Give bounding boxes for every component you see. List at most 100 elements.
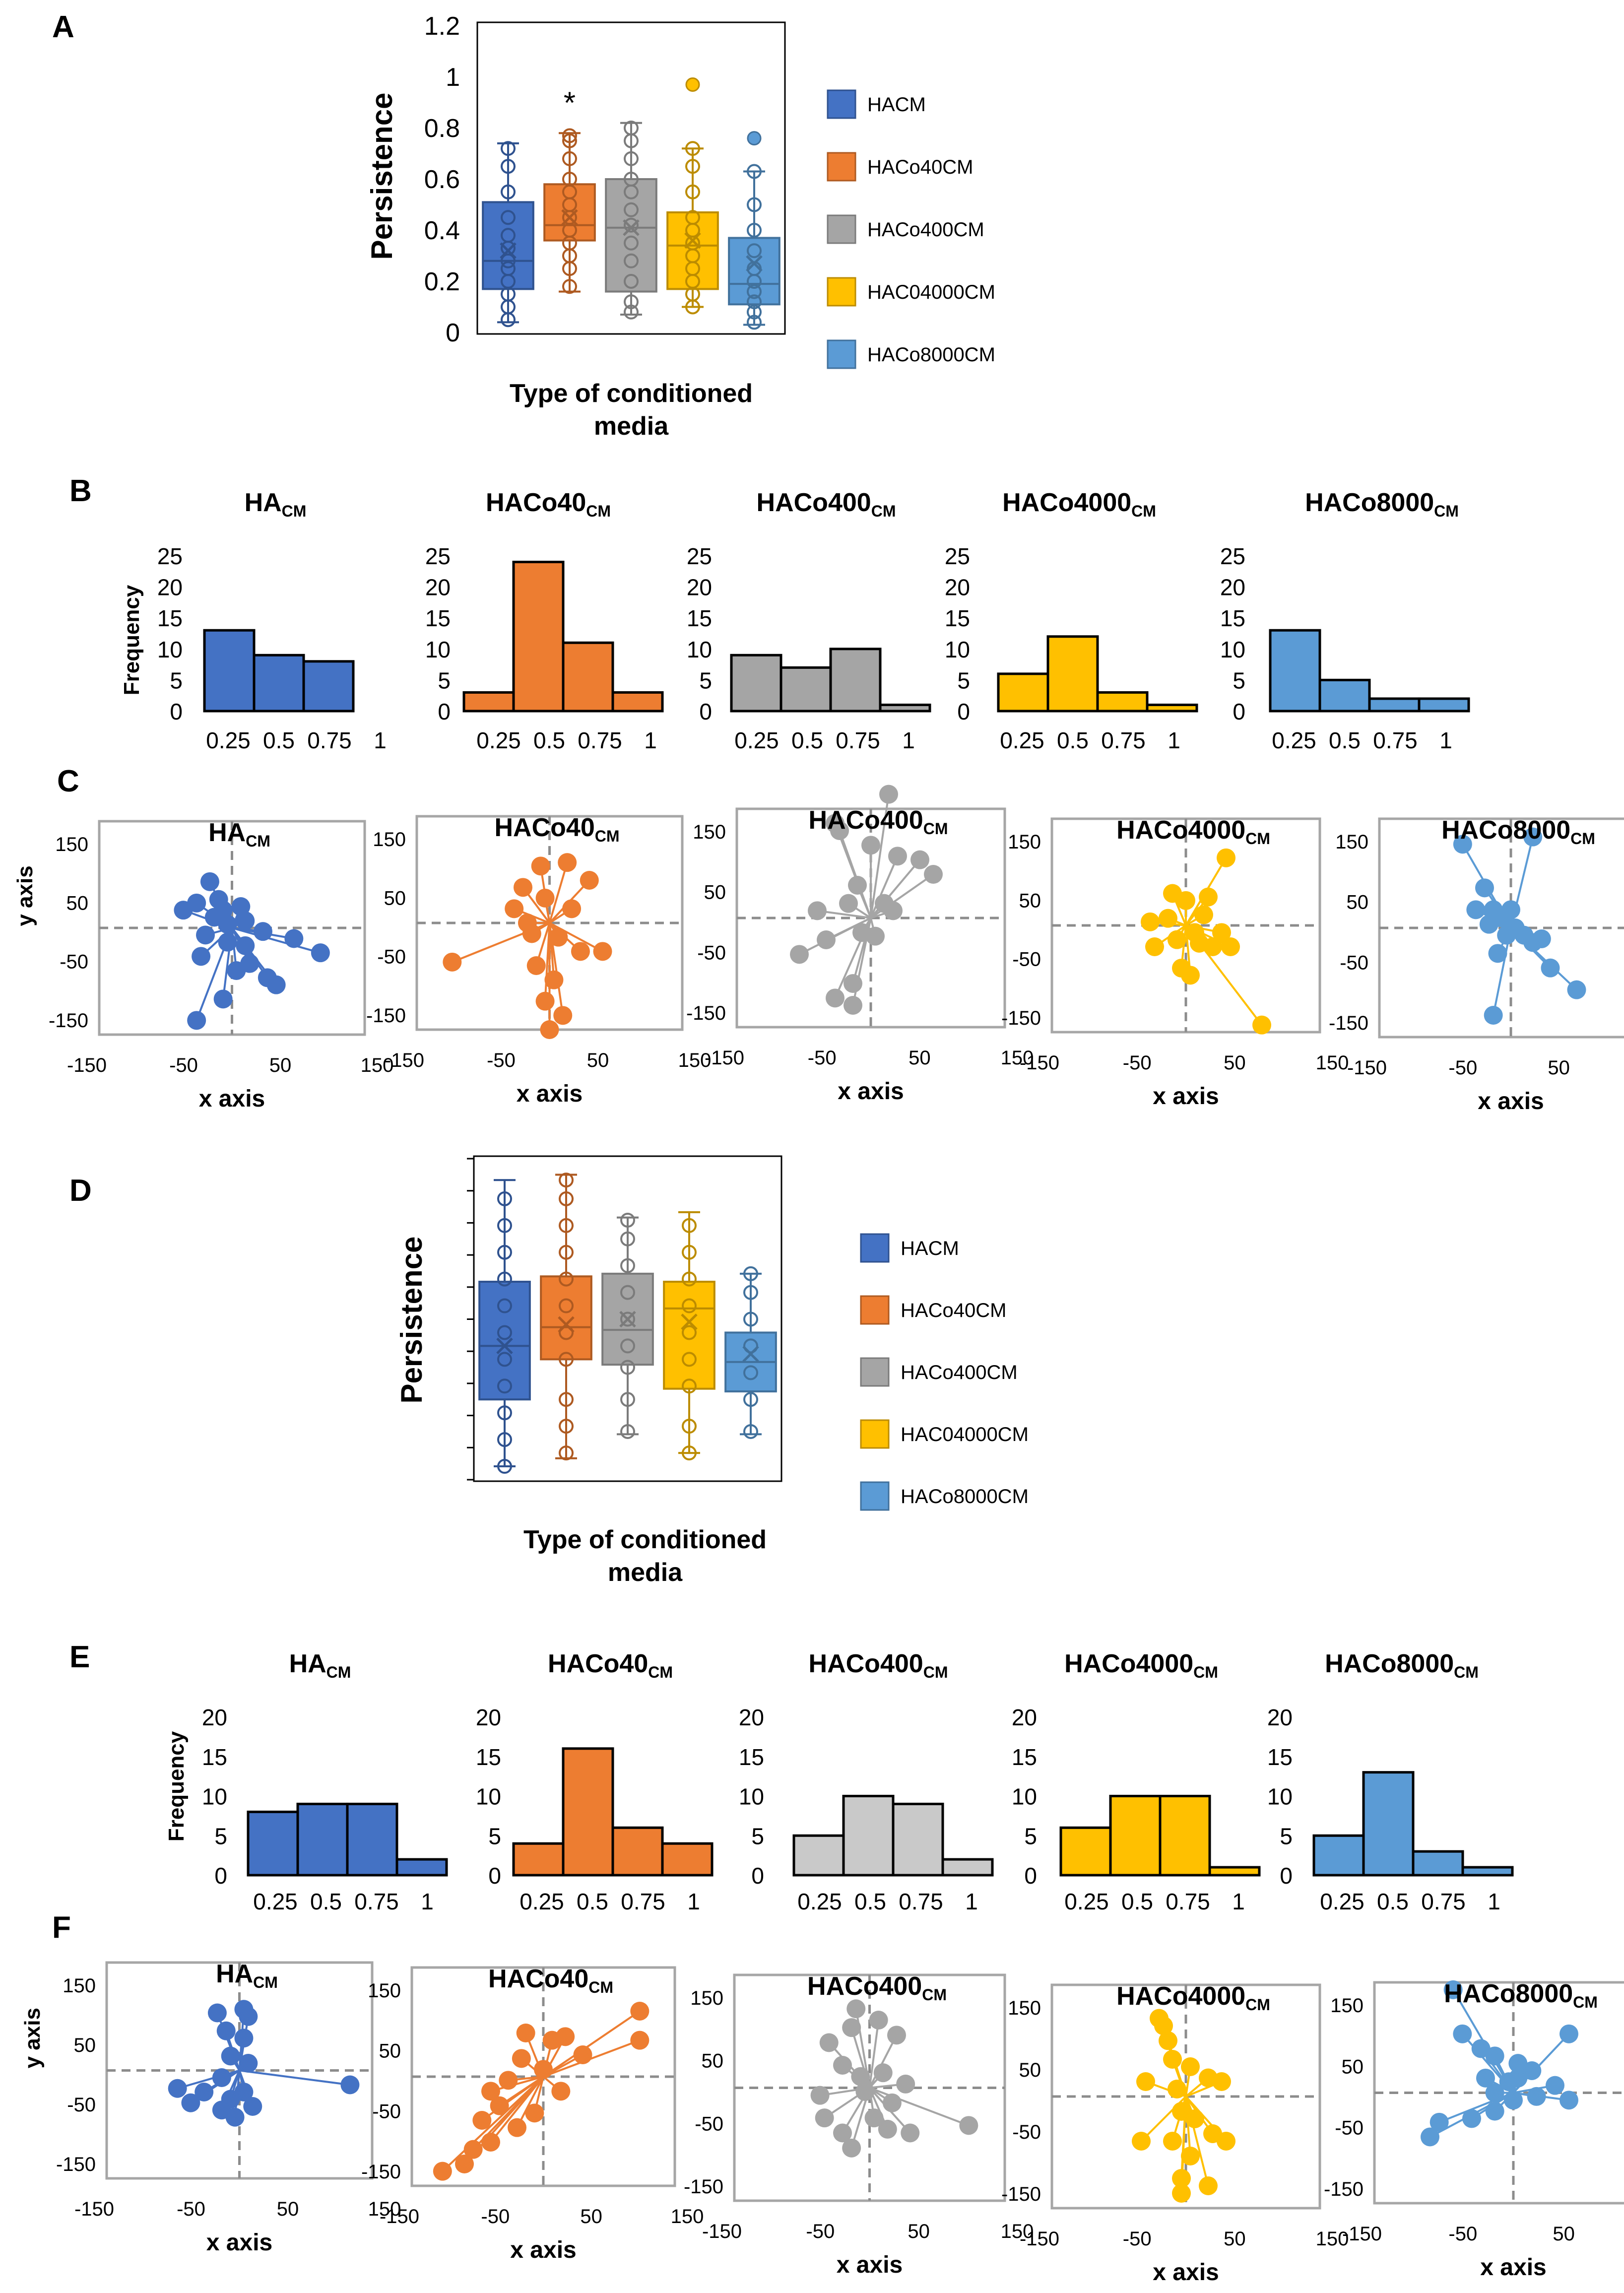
trajectory-endpoint bbox=[195, 2083, 214, 2101]
y-tick-label: -50 bbox=[1340, 952, 1368, 974]
plot-title-name: HA bbox=[216, 1960, 253, 1988]
histogram-HACo40: HACo40CM 0 5 10 15 20 0.25 0.5 0.75 1 bbox=[476, 1649, 714, 1914]
histogram-bar bbox=[1418, 697, 1470, 713]
trajectory-endpoint bbox=[851, 2067, 870, 2086]
x-tick-label: 0.5 bbox=[1377, 1889, 1409, 1914]
y-tick-label: 5 bbox=[699, 667, 712, 693]
x-tick-label: -50 bbox=[1448, 2223, 1477, 2245]
box-HAC04000CM bbox=[663, 1211, 715, 1461]
plot-title-name: HACo8000 bbox=[1441, 816, 1570, 845]
trajectory-endpoint bbox=[1546, 2076, 1564, 2095]
data-point bbox=[743, 1365, 758, 1380]
data-point bbox=[620, 1285, 635, 1300]
y-tick-label: 15 bbox=[202, 1744, 227, 1770]
x-tick-label: 50 bbox=[909, 1047, 931, 1069]
panel-letter-b: B bbox=[69, 474, 92, 508]
trajectory-endpoint bbox=[924, 865, 943, 884]
y-tick-label: 0.2 bbox=[424, 267, 460, 296]
y-tick-label: -50 bbox=[1012, 2121, 1041, 2143]
data-point bbox=[682, 1419, 697, 1434]
plot-title-subscript: CM bbox=[922, 1986, 947, 2004]
y-tick-label: 150 bbox=[693, 821, 726, 843]
data-point bbox=[685, 159, 700, 174]
trajectory-endpoint bbox=[1212, 923, 1231, 942]
data-point bbox=[562, 279, 577, 294]
x-axis-title: x axis bbox=[838, 1078, 904, 1105]
y-tick-label: -50 bbox=[1335, 2117, 1364, 2139]
trajectory-endpoint bbox=[844, 974, 862, 993]
histogram-title-name: HA bbox=[289, 1649, 326, 1678]
legend-label: HACo40CM bbox=[867, 156, 973, 178]
trajectory-endpoint bbox=[284, 929, 304, 948]
data-point bbox=[624, 121, 639, 135]
x-tick-label: 1 bbox=[1232, 1889, 1245, 1914]
legend-label: HACo400CM bbox=[901, 1362, 1018, 1383]
y-tick-label: 150 bbox=[373, 829, 406, 851]
x-tick-label: -50 bbox=[481, 2206, 510, 2227]
histogram-title-name: HACo400 bbox=[809, 1649, 923, 1678]
histogram-title-name: HACo8000 bbox=[1325, 1649, 1454, 1678]
histogram-bar bbox=[941, 1858, 994, 1877]
data-point bbox=[559, 1271, 574, 1287]
histogram-bar bbox=[1109, 1795, 1162, 1877]
data-point bbox=[559, 1173, 574, 1188]
x-tick-label: 50 bbox=[1548, 1057, 1570, 1079]
box-iqr bbox=[540, 1275, 592, 1361]
y-tick-label: 0 bbox=[957, 699, 970, 724]
x-axis-title-line: media bbox=[608, 1558, 683, 1587]
x-tick-label: 1 bbox=[902, 727, 915, 753]
data-point bbox=[620, 1311, 635, 1327]
trajectory-line bbox=[868, 2034, 898, 2089]
trajectory-endpoint bbox=[518, 914, 537, 932]
trajectory-endpoint bbox=[1488, 944, 1507, 963]
x-axis-title: x axis bbox=[1480, 2254, 1546, 2281]
data-point bbox=[747, 294, 762, 310]
y-tick-label: 50 bbox=[704, 882, 726, 904]
y-tick-label: -150 bbox=[1001, 2183, 1041, 2205]
plot-title: HACo4000CM bbox=[1116, 1982, 1270, 2014]
data-point bbox=[620, 1231, 635, 1246]
trajectory-endpoint bbox=[1485, 2046, 1504, 2066]
y-tick-label: 150 bbox=[1008, 831, 1041, 853]
plot-title-subscript: CM bbox=[1570, 830, 1595, 848]
y-tick-label: 50 bbox=[1342, 2056, 1364, 2078]
x-tick-label: 150 bbox=[671, 2206, 704, 2227]
trajectory-line bbox=[231, 927, 321, 954]
x-tick-label: -150 bbox=[1342, 2223, 1382, 2245]
y-axis-title: Frequency bbox=[120, 585, 144, 695]
x-tick-label: 150 bbox=[1316, 1052, 1349, 1074]
trajectory-endpoint bbox=[571, 942, 590, 961]
trajectory-endpoint bbox=[534, 2060, 553, 2079]
trajectory-endpoint bbox=[1497, 925, 1516, 945]
y-tick-label: 5 bbox=[488, 1823, 501, 1849]
trajectory-endpoint bbox=[1559, 2091, 1578, 2110]
mean-marker bbox=[619, 1310, 636, 1328]
y-tick-label: 10 bbox=[1012, 1784, 1037, 1810]
trajectory-endpoint bbox=[866, 926, 885, 946]
y-tick-label: 15 bbox=[157, 605, 183, 631]
data-point bbox=[747, 164, 762, 179]
histogram-title-subscript: CM bbox=[282, 502, 307, 520]
x-tick-label: 150 bbox=[1001, 1047, 1034, 1069]
y-tick-label: 20 bbox=[202, 1704, 227, 1730]
plot-title-subscript: CM bbox=[246, 832, 270, 850]
y-tick-label: 20 bbox=[1012, 1704, 1037, 1730]
x-tick-label: 1 bbox=[965, 1889, 978, 1914]
trajectory-endpoint bbox=[879, 785, 898, 804]
y-tick-label: -50 bbox=[695, 2113, 723, 2135]
x-tick-label: -150 bbox=[74, 2198, 114, 2220]
y-tick-label: 150 bbox=[690, 1987, 723, 2009]
mean-marker bbox=[681, 1313, 698, 1330]
trajectory-endpoint bbox=[311, 943, 330, 963]
trajectory-endpoint bbox=[1181, 2147, 1200, 2165]
data-point bbox=[624, 294, 639, 310]
legend-label: HACo40CM bbox=[901, 1300, 1006, 1321]
trajectory-endpoint bbox=[1168, 930, 1186, 949]
histogram-bar bbox=[1312, 1834, 1365, 1877]
x-tick-label: 0.5 bbox=[791, 727, 823, 753]
data-point bbox=[685, 210, 700, 225]
trajectory-endpoint bbox=[1203, 937, 1222, 956]
y-tick-label: -50 bbox=[60, 951, 88, 973]
x-tick-label: 0.5 bbox=[1121, 1889, 1153, 1914]
